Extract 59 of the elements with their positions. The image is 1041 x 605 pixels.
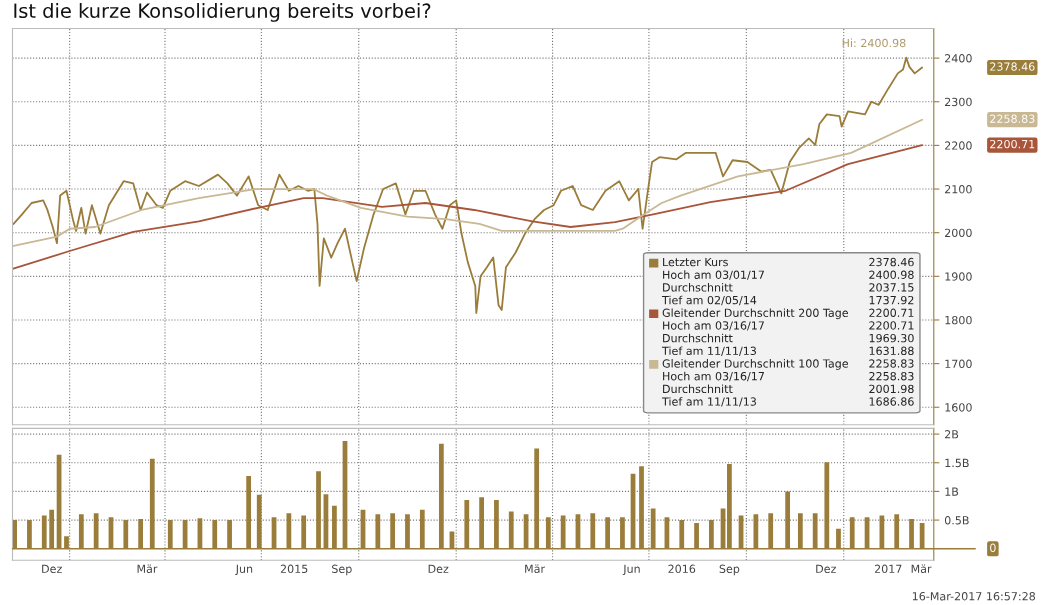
y-tick-label: 2100: [945, 185, 972, 194]
annotation: 2200.71: [869, 308, 914, 317]
y-tick-label: 2200: [945, 141, 972, 150]
annotation: Durchschnitt: [663, 384, 733, 394]
y-tick-label: 0.5B: [944, 516, 969, 525]
annotation: Hoch am 03/16/17: [663, 321, 764, 331]
text: 2378.46: [990, 62, 1035, 71]
text: 2200.71: [990, 139, 1035, 149]
annotation: Hoch am 03/01/17: [663, 270, 764, 280]
annotation: Durchschnitt: [663, 333, 733, 343]
legend-label: Gleitender Durchschnitt 100 Tage: [662, 359, 849, 370]
annotation: Hi: 2400.98: [842, 38, 906, 48]
annotation: 2258.83: [869, 371, 914, 381]
x-tick-label: 2015: [280, 564, 308, 573]
y-tick-label: 2300: [945, 97, 972, 107]
chart-title: Ist die kurze Konsolidierung bereits vorbei?: [14, 3, 431, 22]
x-tick-label: Dez: [428, 564, 449, 573]
y-tick-label: 1600: [945, 403, 972, 412]
legend-label: Gleitender Durchschnitt 200 Tage: [662, 308, 849, 320]
y-tick-label: 1900: [945, 272, 972, 281]
annotation: 2037.15: [869, 283, 914, 292]
y-tick-label: 2000: [945, 228, 972, 238]
x-tick-label: Dez: [816, 564, 836, 573]
annotation: Hoch am 03/16/17: [663, 371, 764, 382]
annotation: Tief am 11/11/13: [661, 346, 756, 356]
y-tick-label: 1700: [945, 359, 972, 368]
x-tick-label: Jun: [235, 564, 253, 576]
y-tick-label: 2400: [945, 54, 972, 63]
x-tick-label: Mär: [911, 564, 932, 573]
x-tick-label: Mär: [137, 564, 158, 573]
legend-label: Letzter Kurs: [663, 258, 728, 267]
line-series: [12, 118, 924, 248]
line-series: [12, 144, 924, 270]
annotation: 2378.46: [869, 257, 914, 267]
annotation: Durchschnitt: [663, 283, 733, 292]
y-tick-label: 2B: [945, 430, 959, 439]
ref-line-label: 0: [990, 543, 996, 552]
annotation: Tief am 11/11/13: [661, 397, 756, 407]
x-tick-label: Mär: [525, 564, 546, 573]
annotation: Tief am 02/05/14: [661, 295, 757, 306]
y-tick-label: 1.5B: [945, 458, 969, 468]
annotation: 1631.88: [869, 346, 914, 356]
x-tick-label: Sep: [719, 564, 740, 576]
annotation: 1686.86: [869, 397, 914, 406]
annotation: 2001.98: [869, 384, 914, 394]
y-tick-label: 1800: [945, 315, 972, 325]
annotation: 1969.30: [869, 333, 914, 343]
x-tick-label: 2016: [668, 564, 696, 573]
text: 16-Mar-2017 16:57:28: [912, 592, 1036, 601]
x-tick-label: 2017: [874, 564, 902, 573]
y-tick-label: 1B: [945, 487, 959, 496]
annotation: 2400.98: [869, 270, 914, 279]
annotation: 1737.92: [869, 295, 914, 305]
annotation: 2200.71: [869, 321, 914, 330]
text: 2258.83: [990, 114, 1035, 123]
x-tick-label: Sep: [332, 564, 352, 576]
x-tick-label: Dez: [42, 564, 62, 573]
x-tick-label: Jun: [622, 564, 640, 576]
annotation: 2258.83: [869, 359, 914, 368]
